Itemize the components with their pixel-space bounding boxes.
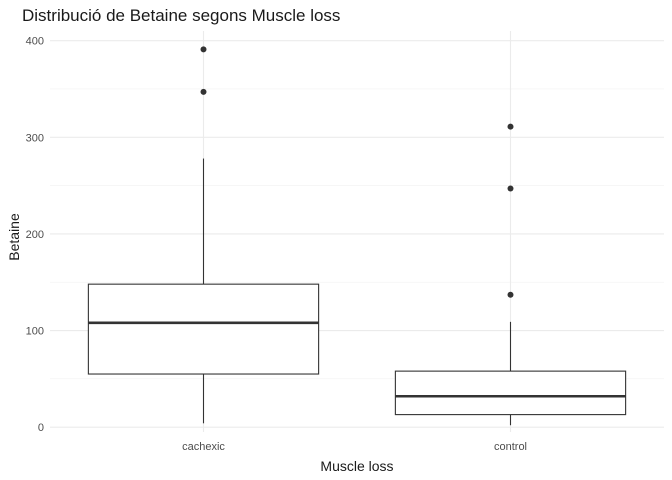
y-tick-label: 100 bbox=[26, 326, 44, 338]
y-axis-title: Betaine bbox=[6, 213, 22, 261]
iqr-box bbox=[87, 283, 320, 375]
y-tick-label: 400 bbox=[26, 36, 44, 48]
box-group-cachexic bbox=[87, 46, 320, 424]
x-tick-label: control bbox=[494, 441, 527, 453]
outlier-point bbox=[507, 123, 514, 130]
outlier-point bbox=[507, 291, 514, 298]
box-layer bbox=[87, 46, 627, 426]
chart-title: Distribució de Betaine segons Muscle los… bbox=[22, 6, 340, 25]
tick-layer: 0 100 200 300 400 cachexic control bbox=[26, 36, 527, 453]
iqr-box bbox=[394, 370, 627, 416]
box-group-control bbox=[394, 123, 627, 426]
outlier-point bbox=[200, 46, 207, 53]
y-tick-label: 300 bbox=[26, 132, 44, 144]
y-tick-label: 200 bbox=[26, 229, 44, 241]
outlier-point bbox=[200, 88, 207, 95]
x-axis-title: Muscle loss bbox=[320, 458, 393, 474]
outlier-point bbox=[507, 185, 514, 192]
x-tick-label: cachexic bbox=[182, 441, 225, 453]
y-tick-label: 0 bbox=[38, 422, 44, 434]
